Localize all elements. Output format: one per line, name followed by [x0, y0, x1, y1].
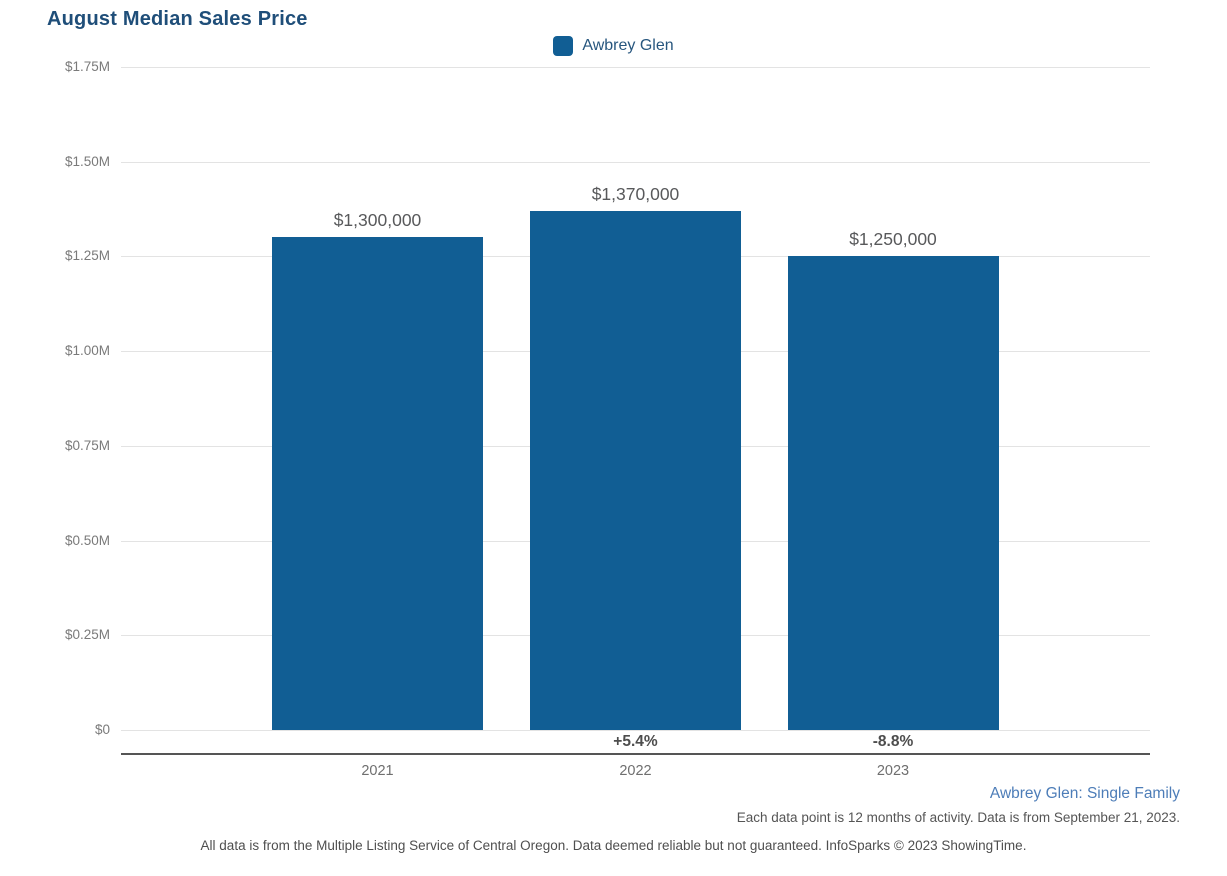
bar-value-label: $1,370,000 [591, 183, 680, 204]
chart-title: August Median Sales Price [47, 8, 308, 30]
legend-item-awbrey-glen[interactable]: Awbrey Glen [553, 36, 674, 56]
gridline [121, 730, 1150, 731]
x-axis-tick-label: 2022 [619, 763, 652, 779]
bar-2023[interactable] [787, 256, 999, 730]
gridline [121, 67, 1150, 68]
bar-value-label: $1,250,000 [849, 229, 937, 250]
bar-2022[interactable] [530, 210, 741, 730]
y-axis-tick-label: $1.75M [64, 59, 110, 74]
pct-change-label: +5.4% [613, 733, 658, 750]
x-axis-line [121, 753, 1150, 755]
y-axis-tick-label: $0 [94, 722, 110, 737]
legend: Awbrey Glen [0, 36, 1227, 56]
gridline [121, 161, 1150, 163]
x-axis-tick-label: 2023 [876, 763, 910, 779]
pct-change-label: -8.8% [872, 733, 914, 750]
bar-2021[interactable] [272, 237, 483, 730]
bar-value-label: $1,300,000 [333, 210, 422, 231]
legend-label: Awbrey Glen [582, 37, 674, 54]
mls-disclaimer: All data is from the Multiple Listing Se… [200, 838, 1027, 853]
y-axis-tick-label: $0.25M [64, 627, 110, 643]
data-period-note: Each data point is 12 months of activity… [736, 810, 1180, 825]
x-axis-tick-label: 2021 [361, 763, 394, 779]
series-scope-note: Awbrey Glen: Single Family [989, 785, 1180, 802]
y-axis-tick-label: $0.75M [64, 437, 110, 453]
legend-swatch-icon [553, 36, 574, 56]
y-axis-tick-label: $1.25M [64, 248, 110, 264]
y-axis-tick-label: $1.50M [64, 153, 110, 169]
y-axis-tick-label: $1.00M [64, 343, 110, 359]
y-axis-tick-label: $0.50M [64, 532, 110, 548]
